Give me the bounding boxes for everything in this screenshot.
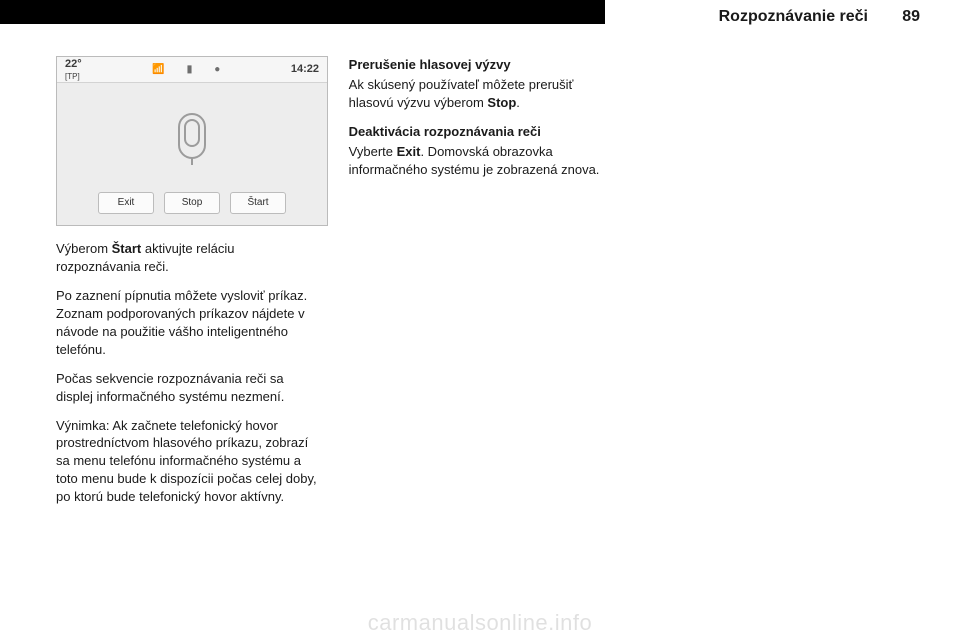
screenshot-buttons: Exit Stop Štart (57, 189, 327, 225)
col1-para2: Po zaznení pípnutia môžete vysloviť prík… (56, 287, 319, 359)
column-3 (641, 56, 904, 622)
temperature-display: 22° [TP] (65, 57, 82, 81)
col2-heading2: Deaktivácia rozpoznávania reči (349, 123, 612, 141)
manual-page: Rozpoznávanie reči 89 22° [TP] 📶 ▮ ● 14:… (0, 0, 960, 642)
record-icon: ● (214, 63, 220, 77)
start-button[interactable]: Štart (230, 192, 286, 214)
page-number: 89 (886, 8, 920, 26)
col1-para4: Výnimka: Ak začnete telefonický hovor pr… (56, 417, 319, 507)
column-1: 22° [TP] 📶 ▮ ● 14:22 Exit Stop (56, 56, 319, 622)
start-keyword: Štart (112, 241, 142, 256)
device-screenshot: 22° [TP] 📶 ▮ ● 14:22 Exit Stop (56, 56, 328, 226)
text: Ak skúsený používateľ môžete prerušiť hl… (349, 77, 574, 110)
text: Vyberte (349, 144, 397, 159)
screenshot-body (57, 83, 327, 189)
chapter-title: Rozpoznávanie reči (719, 8, 868, 26)
clock-display: 14:22 (291, 62, 319, 77)
column-2: Prerušenie hlasovej výzvy Ak skúsený pou… (349, 56, 612, 622)
page-header: Rozpoznávanie reči 89 (0, 0, 960, 34)
status-icons: 📶 ▮ ● (112, 63, 261, 77)
text: . (516, 95, 520, 110)
col2-para1: Ak skúsený používateľ môžete prerušiť hl… (349, 76, 612, 112)
col2-heading1: Prerušenie hlasovej výzvy (349, 56, 612, 74)
text: Výberom (56, 241, 112, 256)
exit-button[interactable]: Exit (98, 192, 154, 214)
battery-icon: ▮ (187, 63, 193, 77)
stop-keyword: Stop (487, 95, 516, 110)
screenshot-statusbar: 22° [TP] 📶 ▮ ● 14:22 (57, 57, 327, 83)
temperature-value: 22° (65, 58, 82, 70)
stop-button[interactable]: Stop (164, 192, 220, 214)
header-black-bar (0, 0, 605, 24)
content-columns: 22° [TP] 📶 ▮ ● 14:22 Exit Stop (56, 56, 904, 622)
exit-keyword: Exit (397, 144, 421, 159)
col1-para3: Počas sekvencie rozpoznávania reči sa di… (56, 370, 319, 406)
signal-icon: 📶 (152, 63, 164, 77)
col2-para2: Vyberte Exit. Domovská obrazovka informa… (349, 143, 612, 179)
tp-label: [TP] (65, 71, 82, 82)
microphone-icon (178, 113, 206, 159)
col1-para1: Výberom Štart aktivujte reláciu rozpozná… (56, 240, 319, 276)
